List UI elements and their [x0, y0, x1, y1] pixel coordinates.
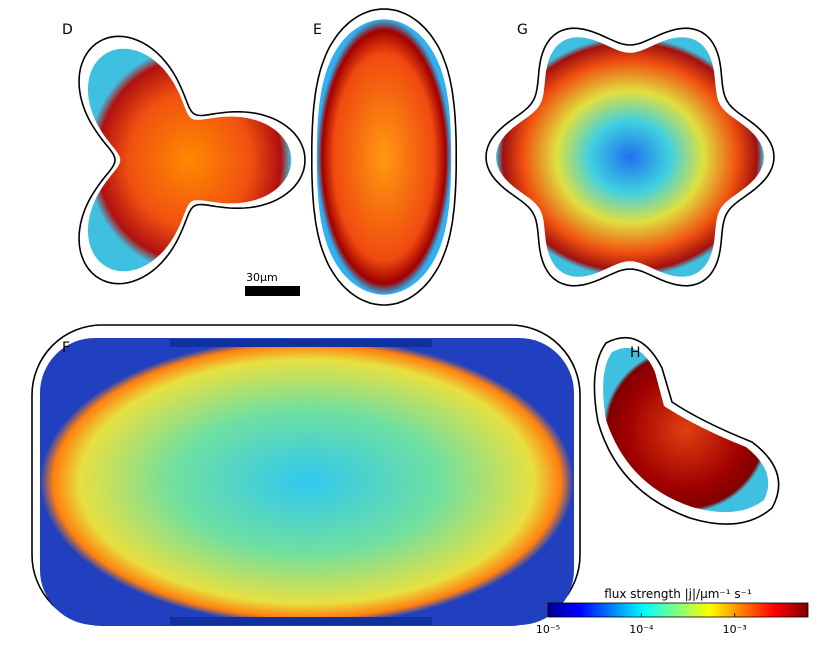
shape-f-edge	[170, 617, 432, 625]
colorbar-tick-label: 10⁻⁴	[629, 623, 654, 636]
shape-f-field	[40, 338, 574, 625]
panel-label: E	[313, 22, 322, 38]
scale-bar	[245, 286, 300, 296]
shapes	[31, 8, 780, 626]
panel-label: H	[630, 345, 641, 361]
scale-bar-label: 30μm	[246, 271, 278, 284]
shape-e-field	[316, 19, 452, 295]
panel-label: F	[62, 340, 70, 356]
colorbar-tick-label: 10⁻³	[723, 623, 747, 636]
shape-d-field	[87, 48, 292, 272]
colorbar-tick-label: 10⁻⁵	[536, 623, 560, 636]
colorbar-label: flux strength |j|/μm⁻¹ s⁻¹	[604, 587, 752, 601]
shape-f-edge	[170, 339, 432, 347]
shape-h-field	[603, 347, 769, 513]
panel-label: G	[517, 22, 528, 38]
colorbar	[547, 602, 809, 618]
panel-label: D	[62, 22, 73, 38]
shape-g-field	[496, 37, 764, 277]
